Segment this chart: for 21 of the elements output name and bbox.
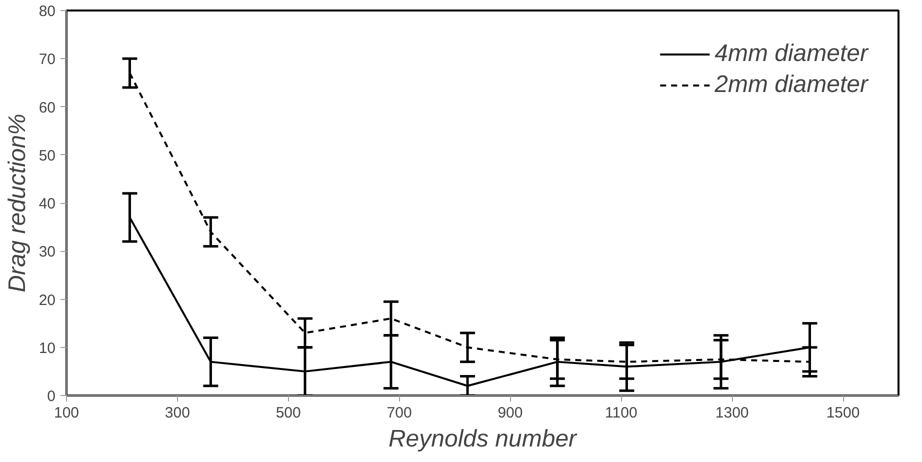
- x-tick-label: 700: [386, 404, 412, 422]
- y-tick-label: 80: [38, 3, 56, 20]
- x-tick-label: 900: [498, 404, 523, 422]
- y-tick-label: 40: [38, 196, 56, 212]
- x-tick-label: 500: [276, 404, 301, 422]
- y-tick-label: 0: [47, 388, 56, 405]
- y-tick-label: 30: [38, 244, 56, 261]
- y-tick-label: 10: [38, 340, 56, 357]
- y-axis-title: Drag reduction%: [4, 114, 31, 292]
- x-tick-label: 1500: [826, 404, 860, 422]
- x-tick-label: 100: [54, 404, 80, 422]
- x-axis-title: Reynolds number: [388, 426, 578, 452]
- legend-label: 4mm diameter: [714, 40, 868, 68]
- y-tick-label: 70: [38, 51, 56, 68]
- x-tick-label: 300: [164, 404, 190, 422]
- legend-label: 2mm diameter: [714, 71, 868, 99]
- y-tick-label: 50: [38, 147, 56, 164]
- y-tick-label: 20: [38, 292, 56, 309]
- x-tick-label: 1300: [715, 404, 749, 422]
- y-tick-label: 60: [38, 99, 56, 116]
- x-tick-label: 1100: [605, 404, 638, 422]
